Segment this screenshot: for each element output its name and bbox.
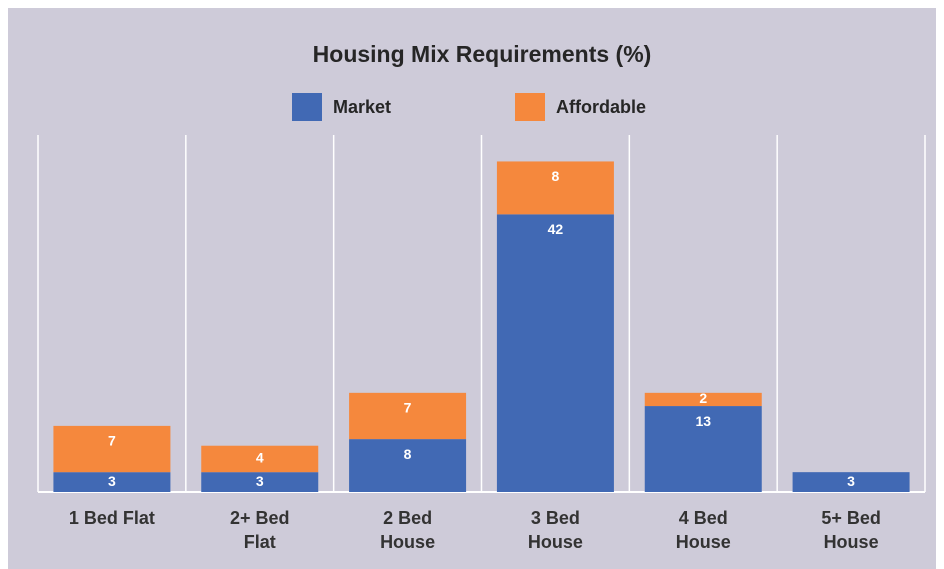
chart: Housing Mix Requirements (%) Market Affor… bbox=[37, 41, 926, 493]
x-tick-label: 1 Bed Flat bbox=[68, 508, 155, 528]
x-tick-label: 2 Bed House bbox=[380, 508, 436, 552]
data-label: 8 bbox=[404, 446, 412, 462]
bar-segment bbox=[349, 392, 467, 440]
data-label: 13 bbox=[695, 413, 711, 429]
bar-segment bbox=[201, 472, 319, 492]
bar-segment bbox=[792, 472, 910, 492]
bar-segment bbox=[349, 439, 467, 492]
chart-panel: Housing Mix Requirements (%) Market Affor… bbox=[8, 8, 936, 569]
bar-segment bbox=[644, 392, 762, 407]
data-label: 3 bbox=[847, 473, 855, 489]
chart-title: Housing Mix Requirements (%) bbox=[313, 41, 652, 67]
data-label: 4 bbox=[256, 450, 264, 466]
bar-segment bbox=[496, 161, 614, 215]
x-tick-label: 2+ Bed Flat bbox=[229, 508, 290, 552]
bar-segment bbox=[496, 214, 614, 493]
legend-label: Affordable bbox=[556, 97, 646, 117]
x-tick-label: 3 Bed House bbox=[527, 508, 583, 552]
data-label: 7 bbox=[404, 400, 412, 416]
bar-segment bbox=[53, 472, 171, 492]
bar-segment bbox=[201, 445, 319, 473]
data-label: 3 bbox=[108, 473, 116, 489]
legend-label: Market bbox=[333, 97, 391, 117]
data-label: 42 bbox=[548, 221, 564, 237]
bar-segment bbox=[644, 406, 762, 492]
data-label: 3 bbox=[256, 473, 264, 489]
data-label: 2 bbox=[699, 390, 707, 406]
legend-swatch bbox=[515, 93, 545, 121]
x-tick-label: 4 Bed House bbox=[675, 508, 731, 552]
data-label: 7 bbox=[108, 433, 116, 449]
legend-swatch bbox=[292, 93, 322, 121]
data-label: 8 bbox=[552, 168, 560, 184]
x-tick-label: 5+ Bed House bbox=[821, 508, 881, 552]
bar-segment bbox=[53, 425, 171, 473]
